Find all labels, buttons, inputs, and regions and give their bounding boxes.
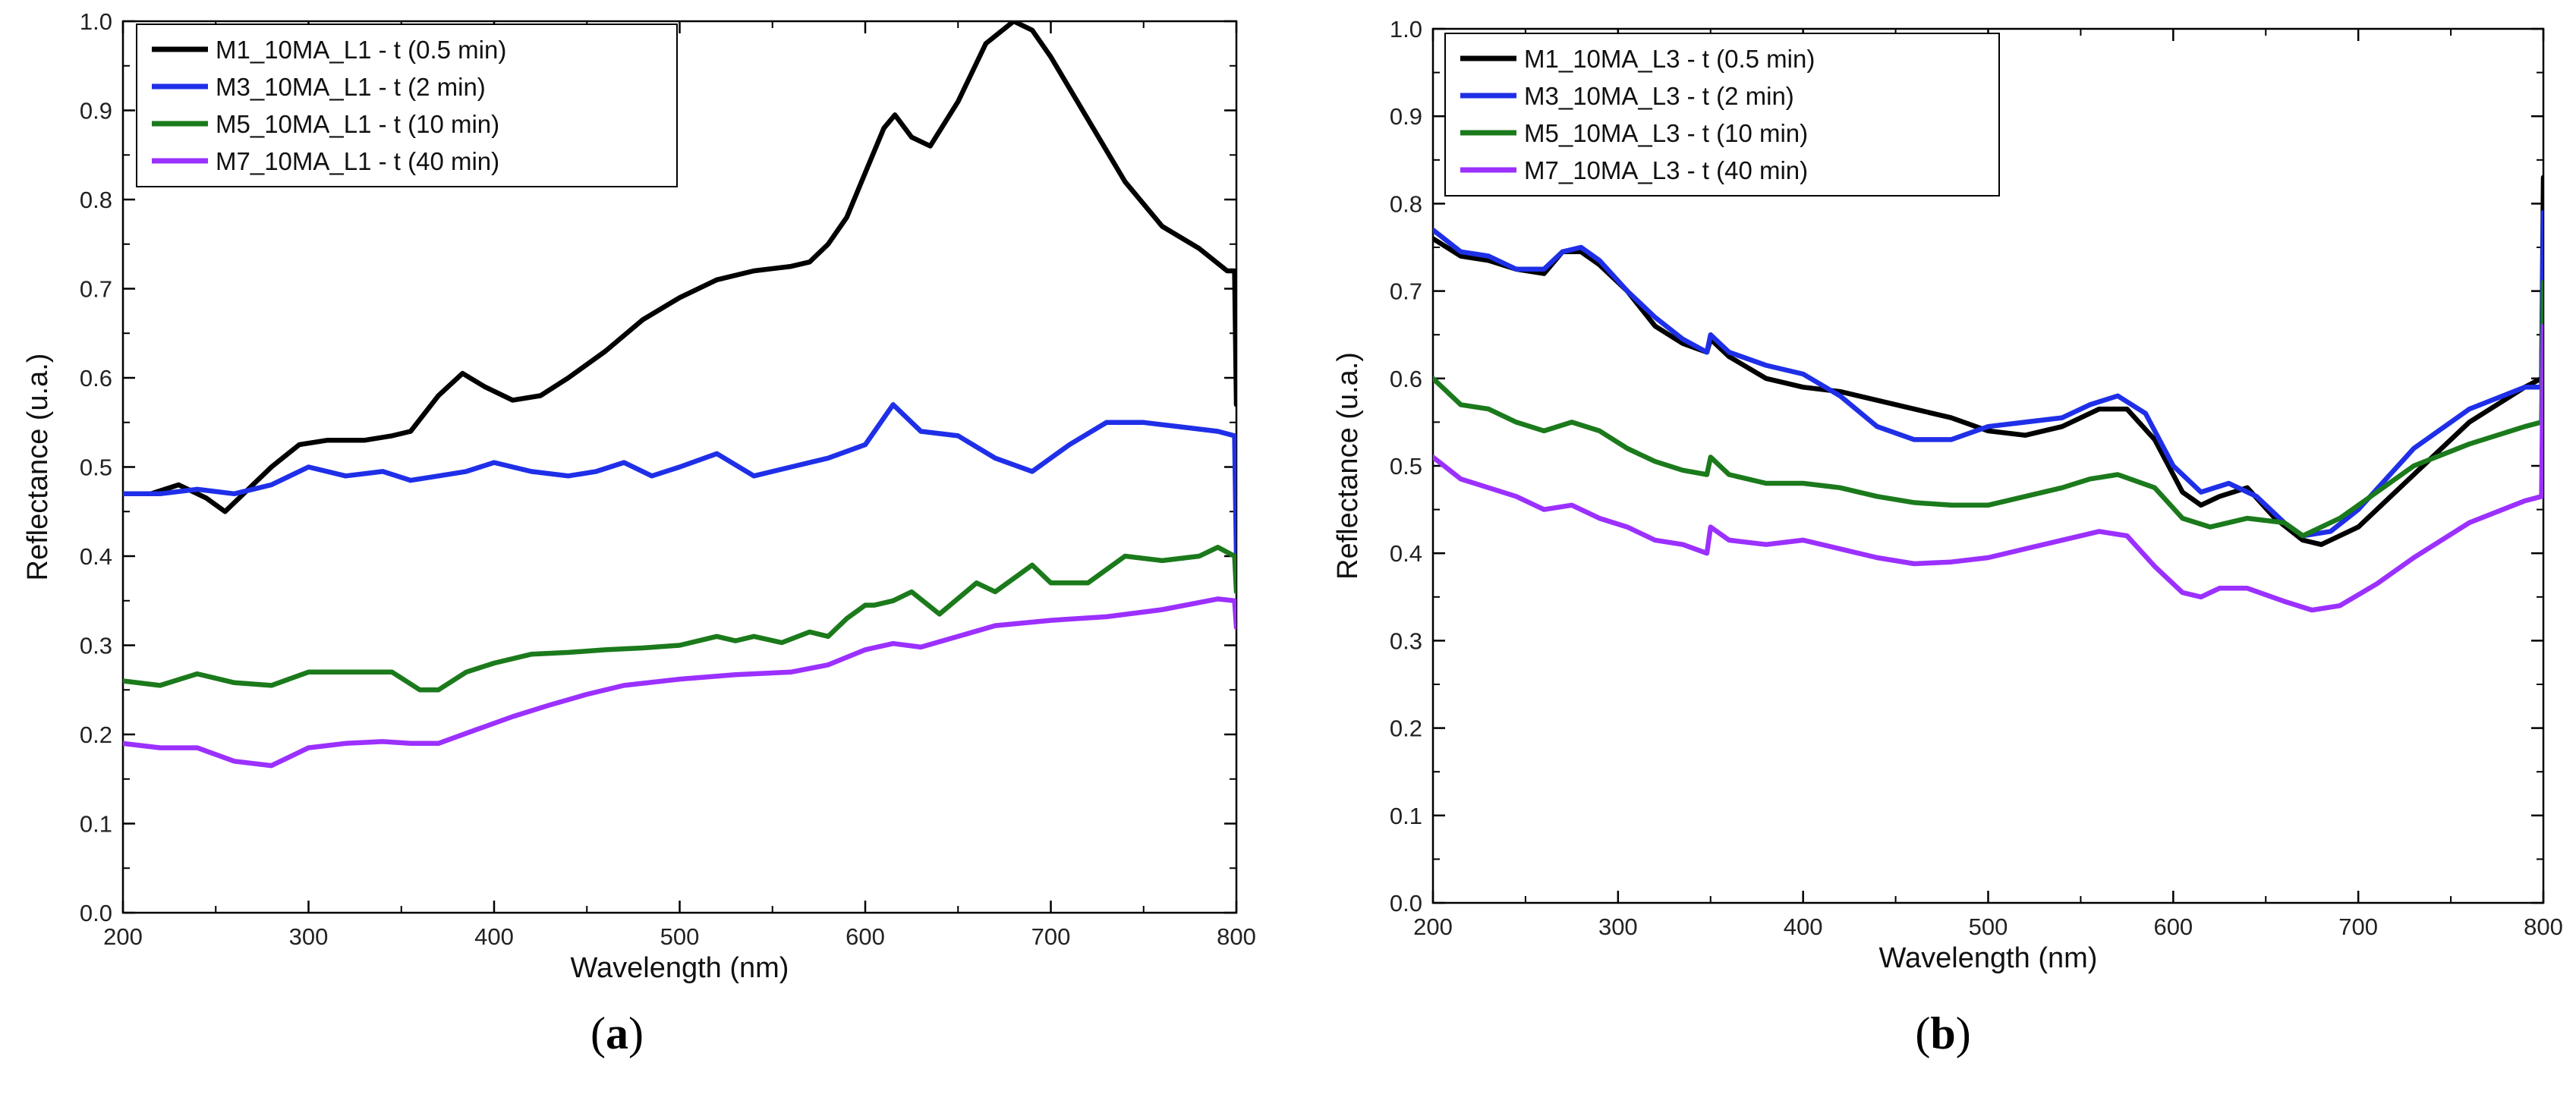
panel-label: (b): [1915, 1008, 1970, 1058]
legend: M1_10MA_L1 - t (0.5 min) M3_10MA_L1 - t (…: [136, 24, 678, 187]
y-tick-label: 0.4: [1390, 540, 1422, 567]
x-tick-label: 300: [1598, 913, 1638, 940]
x-tick-label: 800: [1217, 923, 1256, 950]
legend-box: [136, 24, 678, 187]
y-tick-label: 0.3: [1390, 627, 1422, 654]
y-axis-label: Reflectance (u.a.): [22, 354, 54, 581]
series-line-4: [123, 596, 1236, 769]
legend-label-1: M1_10MA_L3 - t (0.5 min): [1524, 45, 1815, 73]
legend-label-3: M5_10MA_L1 - t (10 min): [216, 110, 499, 138]
series-line-3: [123, 545, 1236, 693]
x-tick-label: 400: [1784, 913, 1823, 940]
x-axis-label: Wavelength (nm): [571, 952, 789, 984]
legend-label-4: M7_10MA_L1 - t (40 min): [216, 147, 499, 175]
chart-panel-b: 200 300 400 500 600 700 800 0.0 0.1 0.2 0.3 0.4 0.5 0…: [1332, 16, 2563, 1058]
x-tick-label: 700: [1031, 923, 1071, 950]
legend-label-1: M1_10MA_L1 - t (0.5 min): [216, 36, 506, 64]
x-tick-label: 500: [660, 923, 700, 950]
series-line-2: [123, 402, 1236, 559]
y-tick-label: 0.6: [80, 365, 112, 391]
y-tick-label: 1.0: [80, 8, 112, 35]
x-tick-label: 700: [2338, 913, 2378, 940]
y-tick-label: 0.3: [80, 633, 112, 659]
panel-label: (a): [590, 1008, 644, 1058]
legend-label-2: M3_10MA_L3 - t (2 min): [1524, 82, 1794, 110]
chart-panel-a: 200 300 400 500 600 700 800 0.0 0.1 0.2 0.3 0.4 0.5 0…: [22, 8, 1256, 1058]
series-line-3: [1433, 279, 2543, 539]
series-line-4: [1433, 323, 2543, 613]
legend-box: [1444, 33, 2000, 197]
y-axis-label: Reflectance (u.a.): [1332, 352, 1364, 580]
y-tick-label: 0.5: [1390, 453, 1422, 480]
y-tick-label: 0.5: [80, 454, 112, 481]
y-tick-label: 0.0: [1390, 890, 1422, 917]
x-tick-label: 600: [846, 923, 885, 950]
series-line-2: [1433, 209, 2543, 539]
y-tick-label: 0.2: [80, 722, 112, 748]
y-tick-label: 0.4: [80, 543, 112, 570]
legend: M1_10MA_L3 - t (0.5 min) M3_10MA_L3 - t (…: [1444, 33, 2000, 197]
series-line-1: [123, 21, 1236, 514]
y-tick-label: 0.7: [80, 276, 112, 303]
y-tick-label: 0.9: [1390, 103, 1422, 130]
y-tick-label: 0.0: [80, 900, 112, 926]
x-axis-label: Wavelength (nm): [1879, 942, 2098, 974]
x-tick-label: 200: [103, 923, 143, 950]
legend-label-4: M7_10MA_L3 - t (40 min): [1524, 156, 1808, 184]
y-tick-label: 0.7: [1390, 278, 1422, 305]
x-tick-label: 600: [2153, 913, 2193, 940]
y-tick-label: 0.1: [1390, 803, 1422, 829]
y-tick-label: 1.0: [1390, 16, 1422, 42]
x-tick-label: 400: [474, 923, 514, 950]
legend-label-2: M3_10MA_L1 - t (2 min): [216, 73, 486, 101]
x-tick-label: 800: [2524, 913, 2563, 940]
series-line-1: [1433, 175, 2543, 547]
x-tick-label: 500: [1969, 913, 2008, 940]
x-tick-label: 200: [1413, 913, 1453, 940]
y-tick-label: 0.1: [80, 811, 112, 838]
y-tick-label: 0.2: [1390, 715, 1422, 742]
legend-label-3: M5_10MA_L3 - t (10 min): [1524, 119, 1808, 147]
y-tick-label: 0.6: [1390, 366, 1422, 392]
y-tick-label: 0.8: [80, 187, 112, 213]
y-tick-label: 0.9: [80, 98, 112, 124]
x-tick-label: 300: [289, 923, 329, 950]
y-tick-label: 0.8: [1390, 190, 1422, 217]
